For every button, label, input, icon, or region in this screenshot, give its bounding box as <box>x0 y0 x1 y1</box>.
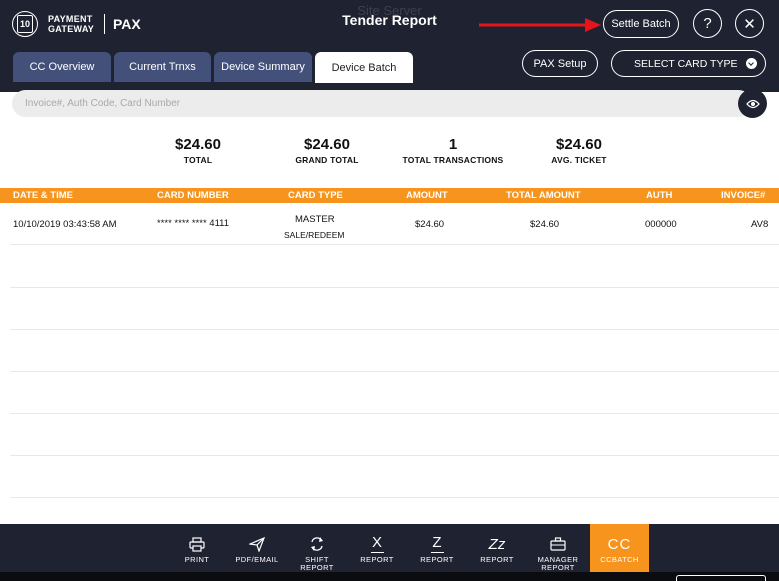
cell-auth: 000000 <box>645 219 677 230</box>
ghost-title: Site Server <box>357 3 422 18</box>
pax-setup-button[interactable]: PAX Setup <box>522 50 598 77</box>
search-input[interactable] <box>12 90 752 117</box>
x-report-button[interactable]: X REPORT <box>348 524 406 572</box>
eye-icon <box>745 99 760 108</box>
briefcase-icon <box>529 532 587 556</box>
cell-txn-type: SALE/REDEEM <box>284 230 345 240</box>
summary-total-transactions: 1 TOTAL TRANSACTIONS <box>402 136 504 165</box>
z-report-icon: Z <box>430 533 444 553</box>
table-row-empty <box>10 372 779 414</box>
z-report-button[interactable]: Z REPORT <box>408 524 466 572</box>
brand-logo: 10 PAYMENT GATEWAY PAX <box>12 10 141 38</box>
toggle-visibility-button[interactable] <box>738 89 767 118</box>
table-row-empty <box>10 330 779 372</box>
tab-cc-overview[interactable]: CC Overview <box>13 52 111 82</box>
col-date-time[interactable]: DATE & TIME <box>13 190 73 201</box>
close-button[interactable]: ✕ <box>735 9 764 38</box>
zz-report-button[interactable]: Zz REPORT <box>468 524 526 572</box>
card-type-select[interactable]: SELECT CARD TYPE <box>611 50 766 77</box>
red-arrow-annotation-icon <box>479 18 601 32</box>
chevron-down-icon <box>746 58 757 69</box>
send-icon <box>228 532 286 556</box>
brand-name: PAX <box>113 16 141 32</box>
brand-badge-icon: 10 <box>12 11 38 37</box>
ccbatch-button[interactable]: CC CCBATCH <box>590 524 649 572</box>
col-auth[interactable]: AUTH <box>646 190 673 201</box>
table-row-empty <box>10 246 779 288</box>
search-bar <box>12 90 752 117</box>
summary-avg-ticket: $24.60 AVG. TICKET <box>551 136 607 165</box>
cc-icon: CC <box>607 535 632 553</box>
footer-toolbar: PRINT PDF/EMAIL SHIFT REPORT X REPORT Z … <box>0 524 779 581</box>
tab-device-batch[interactable]: Device Batch <box>315 52 413 83</box>
card-type-label: SELECT CARD TYPE <box>634 57 738 70</box>
cell-card-type: MASTER <box>295 214 335 225</box>
cell-invoice: AV8 <box>751 219 769 230</box>
tab-bar: CC Overview Current Trnxs Device Summary… <box>13 52 416 83</box>
shift-report-button[interactable]: SHIFT REPORT <box>288 524 346 572</box>
taskbar-strip <box>0 572 779 581</box>
close-icon: ✕ <box>743 15 756 33</box>
help-icon: ? <box>703 15 712 32</box>
col-invoice[interactable]: INVOICE# <box>721 190 766 201</box>
header-bar: 10 PAYMENT GATEWAY PAX Site Server Tende… <box>0 0 779 92</box>
page-title: Tender Report <box>342 12 437 28</box>
cell-total-amount: $24.60 <box>530 219 560 230</box>
cell-datetime: 10/10/2019 03:43:58 AM <box>13 219 117 230</box>
manager-report-button[interactable]: MANAGER REPORT <box>529 524 587 572</box>
brand-divider <box>104 14 105 34</box>
table-row-empty <box>10 456 779 498</box>
col-card-type[interactable]: CARD TYPE <box>288 190 343 201</box>
table-row-empty <box>10 288 779 330</box>
shift-icon <box>288 532 346 556</box>
tab-current-trnxs[interactable]: Current Trnxs <box>114 52 211 82</box>
table-row[interactable]: 10/10/2019 03:43:58 AM **** **** **** 41… <box>10 203 779 245</box>
col-total-amount[interactable]: TOTAL AMOUNT <box>506 190 581 201</box>
col-amount[interactable]: AMOUNT <box>406 190 448 201</box>
col-card-number[interactable]: CARD NUMBER <box>157 190 229 201</box>
summary-grand-total: $24.60 GRAND TOTAL <box>295 136 359 165</box>
cell-card-number: **** **** **** 4111 <box>157 218 230 229</box>
table-header: DATE & TIME CARD NUMBER CARD TYPE AMOUNT… <box>0 188 779 203</box>
brand-wordmark: PAYMENT GATEWAY <box>48 14 95 34</box>
tab-device-summary[interactable]: Device Summary <box>214 52 312 82</box>
printer-icon <box>168 532 226 556</box>
cell-amount: $24.60 <box>415 219 445 230</box>
help-button[interactable]: ? <box>693 9 722 38</box>
zz-report-icon: Zz <box>488 535 506 553</box>
print-button[interactable]: PRINT <box>168 524 226 572</box>
settle-batch-button[interactable]: Settle Batch <box>603 10 679 38</box>
table-row-empty <box>10 414 779 456</box>
x-report-icon: X <box>370 533 384 553</box>
taskbar-slot[interactable] <box>676 575 766 581</box>
summary-total: $24.60 TOTAL <box>175 136 221 165</box>
pdf-email-button[interactable]: PDF/EMAIL <box>228 524 286 572</box>
